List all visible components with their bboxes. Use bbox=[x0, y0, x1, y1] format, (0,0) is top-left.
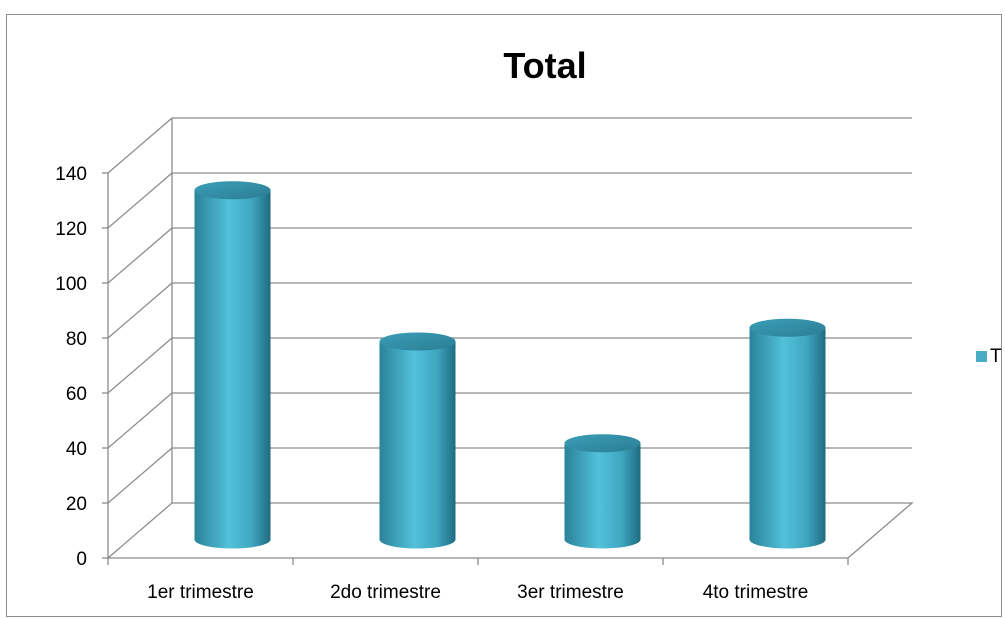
axes bbox=[102, 172, 914, 565]
bar-cap bbox=[194, 181, 271, 200]
bar bbox=[564, 434, 641, 549]
legend-label: T bbox=[990, 346, 1002, 367]
x-tick-label: 4to trimestre bbox=[703, 582, 809, 603]
bar-cap bbox=[564, 434, 641, 453]
legend: T bbox=[976, 346, 1002, 367]
legend-swatch bbox=[976, 351, 987, 362]
bar bbox=[379, 332, 456, 549]
bar-cap bbox=[379, 332, 456, 351]
bar-cap bbox=[749, 318, 826, 337]
bar-body bbox=[749, 327, 826, 549]
x-tick-label: 1er trimestre bbox=[147, 582, 254, 603]
y-tick-label: 0 bbox=[76, 549, 87, 570]
bar-body bbox=[564, 443, 641, 549]
gridline-side bbox=[107, 447, 173, 504]
x-tick-labels: 1er trimestre 2do trimestre 3er trimestre 4… bbox=[147, 582, 808, 603]
y-tick-label: 80 bbox=[66, 329, 87, 350]
bar-body bbox=[379, 341, 456, 549]
chart-title: Total bbox=[503, 45, 586, 86]
bar bbox=[194, 181, 271, 549]
x-tick-label: 3er trimestre bbox=[517, 582, 624, 603]
x-tick-label: 2do trimestre bbox=[330, 582, 441, 603]
gridline-side bbox=[107, 392, 173, 449]
y-tick-label: 140 bbox=[55, 164, 87, 185]
gridline-side bbox=[107, 337, 173, 394]
gridline-side bbox=[107, 227, 173, 284]
bar bbox=[749, 318, 826, 549]
y-tick-label: 60 bbox=[66, 384, 87, 405]
gridline-side bbox=[107, 117, 173, 174]
gridline-side bbox=[107, 282, 173, 339]
bar-body bbox=[194, 190, 271, 549]
y-tick-label: 120 bbox=[55, 219, 87, 240]
y-tick-labels: 0 20 40 60 80 100 120 140 bbox=[55, 164, 87, 570]
bars bbox=[194, 181, 826, 549]
gridline-side bbox=[107, 172, 173, 229]
y-tick-label: 100 bbox=[55, 274, 87, 295]
floor bbox=[106, 502, 914, 559]
y-tick-label: 20 bbox=[66, 494, 87, 515]
y-tick-label: 40 bbox=[66, 439, 87, 460]
